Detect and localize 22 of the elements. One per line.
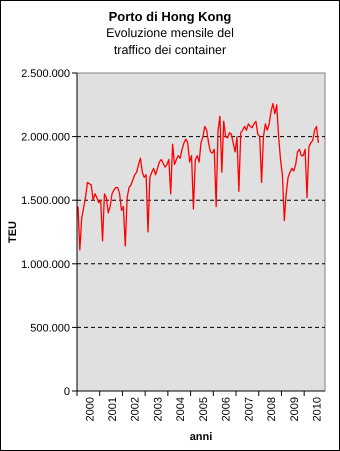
y-tick-label: 1.000.000	[21, 258, 70, 271]
x-tick-label: 2005	[198, 397, 210, 422]
line-series	[77, 102, 320, 250]
x-tick-label: 2004	[175, 397, 188, 422]
y-tick-label: 2.500.000	[21, 68, 70, 80]
x-tick-label: 2009	[288, 397, 301, 422]
chart-title: Porto di Hong Kong	[108, 9, 232, 24]
y-tick-label: 2.000.000	[21, 132, 70, 144]
y-tick-label: 1.500.000	[21, 195, 70, 208]
x-tick-label: 2001	[107, 397, 120, 422]
x-tick-label: 2010	[311, 397, 324, 422]
x-tick-label: 2000	[84, 397, 96, 422]
chart-subtitle: Evoluzione mensile del traffico dei container	[106, 26, 234, 57]
y-axis-title: TEU	[7, 220, 19, 243]
y-tick-label: 0	[64, 386, 70, 398]
x-axis-title: anni	[190, 431, 212, 443]
x-tick-label: 2006	[220, 397, 233, 422]
x-tick-label: 2003	[152, 397, 164, 422]
x-tick-label: 2007	[243, 397, 256, 422]
x-tick-label: 2008	[266, 397, 278, 422]
x-tick-label: 2002	[130, 397, 142, 422]
y-tick-label: 500.000	[30, 322, 70, 334]
